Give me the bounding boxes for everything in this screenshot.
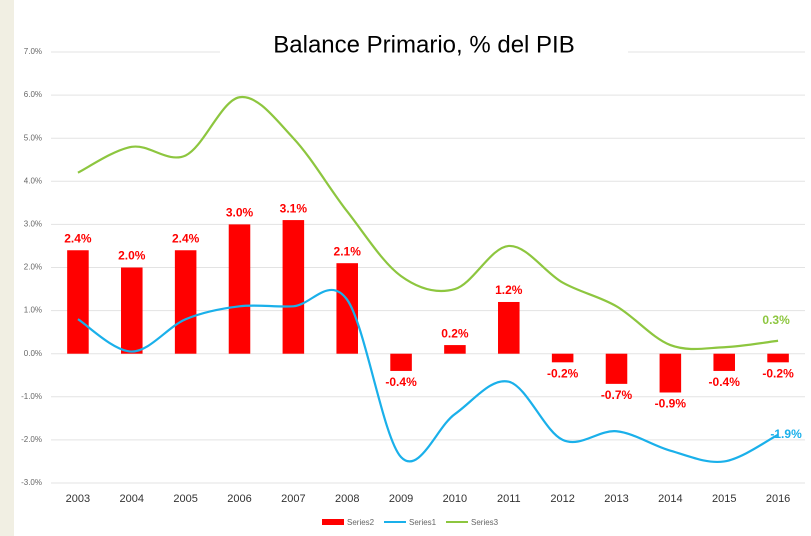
legend-swatch [322,519,344,525]
y-tick-label: 6.0% [24,90,42,99]
y-tick-label: 7.0% [24,47,42,56]
bar [551,353,574,363]
data-label: 2.4% [64,231,92,245]
bar [605,353,628,384]
bar [121,267,143,354]
bar [336,263,358,354]
x-tick-label: 2007 [281,493,305,505]
x-tick-label: 2008 [335,493,359,505]
data-label: 2.1% [334,244,362,258]
bar [444,345,466,354]
x-tick-label: 2009 [389,493,413,505]
bar [67,250,89,354]
legend-label: Series1 [409,518,437,527]
x-tick-label: 2005 [173,493,197,505]
data-label: 0.3% [762,313,790,327]
x-tick-label: 2012 [550,493,574,505]
y-tick-label: 0.0% [24,349,42,358]
y-tick-label: 5.0% [24,133,42,142]
y-tick-label: 4.0% [24,176,42,185]
legend-label: Series3 [471,518,499,527]
bar [713,353,735,371]
data-label: -0.4% [385,375,417,389]
y-tick-label: 1.0% [24,306,42,315]
bar [498,301,520,354]
line [77,288,779,464]
bar [228,224,251,354]
data-label: 2.0% [118,249,146,263]
x-tick-label: 2010 [443,493,467,505]
x-tick-label: 2013 [604,493,628,505]
x-tick-label: 2014 [658,493,682,505]
data-label: -1.9% [770,427,802,441]
y-tick-label: 2.0% [24,263,42,272]
data-label: 2.4% [172,231,200,245]
data-label: -0.7% [601,388,633,402]
y-tick-label: -1.0% [21,392,42,401]
bar [174,250,197,354]
legend-label: Series2 [347,518,375,527]
data-label: -0.2% [762,366,794,380]
data-label: -0.4% [709,375,741,389]
y-tick-label: -3.0% [21,478,42,487]
y-tick-label: 3.0% [24,220,42,229]
bar [390,353,412,371]
x-tick-label: 2006 [227,493,251,505]
x-tick-label: 2015 [712,493,736,505]
data-label: 3.1% [280,201,308,215]
bar [767,353,789,363]
y-tick-label: -2.0% [21,435,42,444]
data-label: 0.2% [441,326,469,340]
data-label: -0.9% [655,397,687,411]
x-tick-label: 2016 [766,493,790,505]
bar [659,353,682,393]
data-label: -0.2% [547,366,579,380]
data-label: 1.2% [495,283,523,297]
chart-title: Balance Primario, % del PIB [273,31,574,58]
title-box [220,18,628,70]
line [77,96,779,351]
x-tick-label: 2011 [497,493,521,505]
x-tick-label: 2003 [66,493,90,505]
data-label: 3.0% [226,206,254,220]
bar [282,220,305,354]
x-tick-label: 2004 [120,493,144,505]
